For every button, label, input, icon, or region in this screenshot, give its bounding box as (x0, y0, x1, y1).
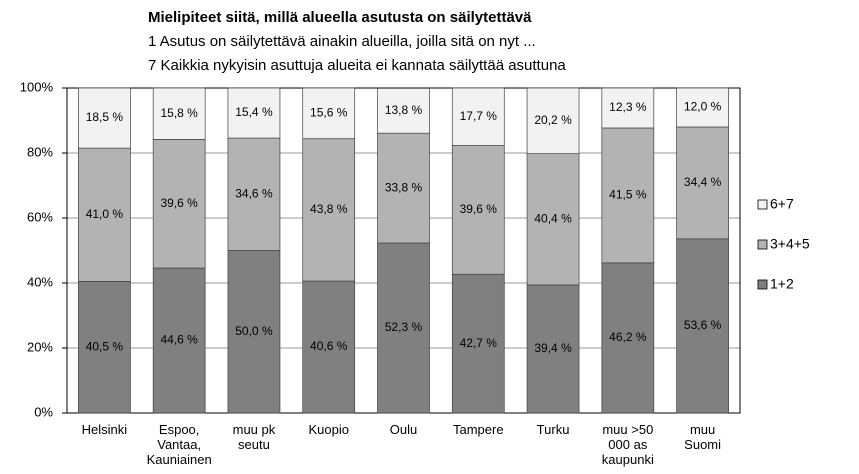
x-tick-label-line: Kauniainen (147, 452, 212, 467)
bar-segment (676, 238, 729, 414)
x-tick-label-line: muu pk (233, 422, 276, 437)
bar-segment (451, 87, 505, 146)
data-label: 34,4 % (684, 175, 722, 189)
bar-segment (676, 126, 729, 240)
y-tick-label: 80% (27, 144, 53, 159)
y-tick-label: 100% (20, 79, 54, 94)
legend-swatch (757, 279, 768, 290)
data-label: 39,6 % (460, 202, 498, 216)
data-label: 40,5 % (86, 339, 124, 353)
bar-segment (78, 281, 131, 414)
data-label: 39,6 % (160, 196, 198, 210)
y-tick-label: 20% (27, 339, 53, 354)
bar-segment (152, 267, 206, 414)
bar-segment (227, 87, 281, 139)
chart-subtitle: 1 Asutus on säilytettävä ainakin alueill… (148, 33, 536, 50)
bar-segment (601, 127, 655, 264)
bar-segment (601, 262, 655, 414)
data-label: 18,5 % (86, 110, 124, 124)
data-label: 17,7 % (460, 109, 498, 123)
y-tick-label: 60% (27, 209, 53, 224)
data-label: 44,6 % (160, 333, 198, 347)
data-label: 53,6 % (684, 318, 722, 332)
data-label: 41,0 % (86, 207, 124, 221)
legend-label: 6+7 (770, 196, 794, 212)
x-tick-label: muu >50 000 as kaupunki (602, 422, 654, 467)
legend-swatch (757, 199, 768, 210)
data-label: 12,3 % (609, 100, 647, 114)
data-label: 20,2 % (534, 113, 572, 127)
x-tick-label-line: kaupunki (602, 452, 654, 467)
legend-label: 1+2 (770, 276, 794, 292)
data-label: 13,8 % (385, 103, 423, 117)
bar-segment (377, 242, 430, 414)
x-tick-label: muu Suomi (684, 422, 721, 452)
bar-segment (377, 132, 430, 244)
data-label: 12,0 % (684, 100, 722, 114)
x-tick-label-line: muu >50 (602, 422, 653, 437)
bar-segment (302, 138, 356, 282)
x-tick-label: Oulu (390, 422, 417, 437)
y-tick-label: 40% (27, 274, 53, 289)
data-label: 39,4 % (534, 341, 572, 355)
data-label: 34,6 % (235, 186, 273, 200)
bar-segment (451, 273, 505, 414)
legend-swatch (757, 239, 768, 250)
data-label: 52,3 % (385, 320, 423, 334)
x-tick-label-line: muu (690, 422, 715, 437)
x-tick-label-line: Helsinki (82, 422, 128, 437)
bar-segment (152, 87, 206, 140)
x-tick-label: Kuopio (308, 422, 348, 437)
bar-segment (152, 139, 206, 269)
bar-segment (377, 87, 430, 134)
bar-segment (601, 87, 655, 129)
chart-title: Mielipiteet siitä, millä alueella asutus… (148, 9, 532, 26)
x-tick-label-line: 000 as (608, 437, 648, 452)
bar-segment (676, 87, 729, 128)
bar-segment (227, 250, 281, 414)
bar-segment (227, 137, 281, 251)
x-tick-label-line: Espoo, (159, 422, 199, 437)
x-tick-label-line: seutu (238, 437, 270, 452)
x-tick-label: Espoo, Vantaa, Kauniainen (147, 422, 212, 467)
data-label: 46,2 % (609, 330, 647, 344)
data-label: 40,4 % (534, 211, 572, 225)
x-tick-label: Tampere (453, 422, 504, 437)
data-label: 15,8 % (160, 106, 198, 120)
bar-segment (78, 87, 131, 149)
data-label: 43,8 % (310, 202, 348, 216)
x-tick-label: Helsinki (82, 422, 128, 437)
bar-segment (526, 284, 580, 414)
x-tick-label-line: Suomi (684, 437, 721, 452)
x-tick-label-line: Kuopio (308, 422, 348, 437)
bar-segment (78, 147, 131, 282)
bar-segment (451, 145, 505, 275)
chart-subtitle: 7 Kaikkia nykyisin asuttuja alueita ei k… (148, 57, 566, 74)
y-tick-label: 0% (34, 404, 53, 419)
legend-label: 3+4+5 (770, 236, 810, 252)
bar-segment (302, 87, 356, 140)
bar-segment (526, 153, 580, 286)
data-label: 15,4 % (235, 105, 273, 119)
x-tick-label-line: Vantaa, (157, 437, 201, 452)
x-tick-label-line: Turku (537, 422, 570, 437)
data-label: 50,0 % (235, 324, 273, 338)
data-label: 15,6 % (310, 106, 348, 120)
data-label: 42,7 % (460, 336, 498, 350)
data-label: 33,8 % (385, 180, 423, 194)
bar-segment (526, 87, 580, 155)
x-tick-label-line: Oulu (390, 422, 417, 437)
x-tick-label: muu pk seutu (233, 422, 276, 452)
data-label: 41,5 % (609, 188, 647, 202)
x-tick-label: Turku (537, 422, 570, 437)
x-tick-label-line: Tampere (453, 422, 504, 437)
data-label: 40,6 % (310, 339, 348, 353)
